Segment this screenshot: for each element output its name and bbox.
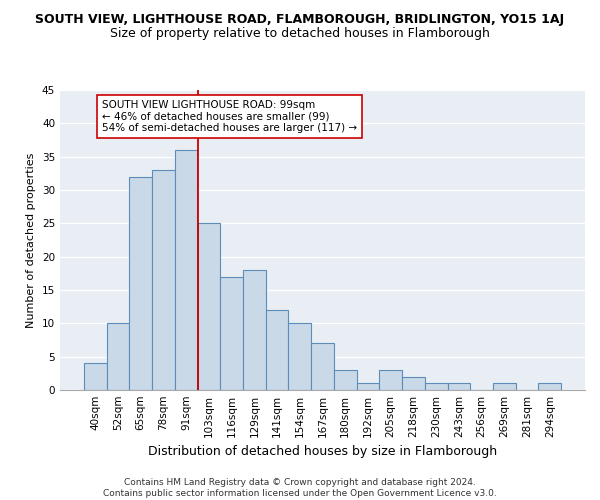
Bar — [356, 384, 379, 390]
Bar — [84, 364, 107, 390]
Bar — [152, 170, 175, 390]
Bar — [448, 384, 470, 390]
Text: Size of property relative to detached houses in Flamborough: Size of property relative to detached ho… — [110, 28, 490, 40]
Bar — [334, 370, 356, 390]
Text: SOUTH VIEW LIGHTHOUSE ROAD: 99sqm
← 46% of detached houses are smaller (99)
54% : SOUTH VIEW LIGHTHOUSE ROAD: 99sqm ← 46% … — [102, 100, 357, 133]
Bar — [379, 370, 402, 390]
Bar — [220, 276, 243, 390]
Bar — [538, 384, 561, 390]
Bar — [130, 176, 152, 390]
Bar — [402, 376, 425, 390]
Bar — [175, 150, 197, 390]
Bar — [266, 310, 289, 390]
Text: SOUTH VIEW, LIGHTHOUSE ROAD, FLAMBOROUGH, BRIDLINGTON, YO15 1AJ: SOUTH VIEW, LIGHTHOUSE ROAD, FLAMBOROUGH… — [35, 12, 565, 26]
Bar — [289, 324, 311, 390]
Y-axis label: Number of detached properties: Number of detached properties — [26, 152, 37, 328]
Bar — [107, 324, 130, 390]
Bar — [197, 224, 220, 390]
Bar — [493, 384, 515, 390]
Bar — [311, 344, 334, 390]
X-axis label: Distribution of detached houses by size in Flamborough: Distribution of detached houses by size … — [148, 446, 497, 458]
Text: Contains HM Land Registry data © Crown copyright and database right 2024.
Contai: Contains HM Land Registry data © Crown c… — [103, 478, 497, 498]
Bar — [243, 270, 266, 390]
Bar — [425, 384, 448, 390]
